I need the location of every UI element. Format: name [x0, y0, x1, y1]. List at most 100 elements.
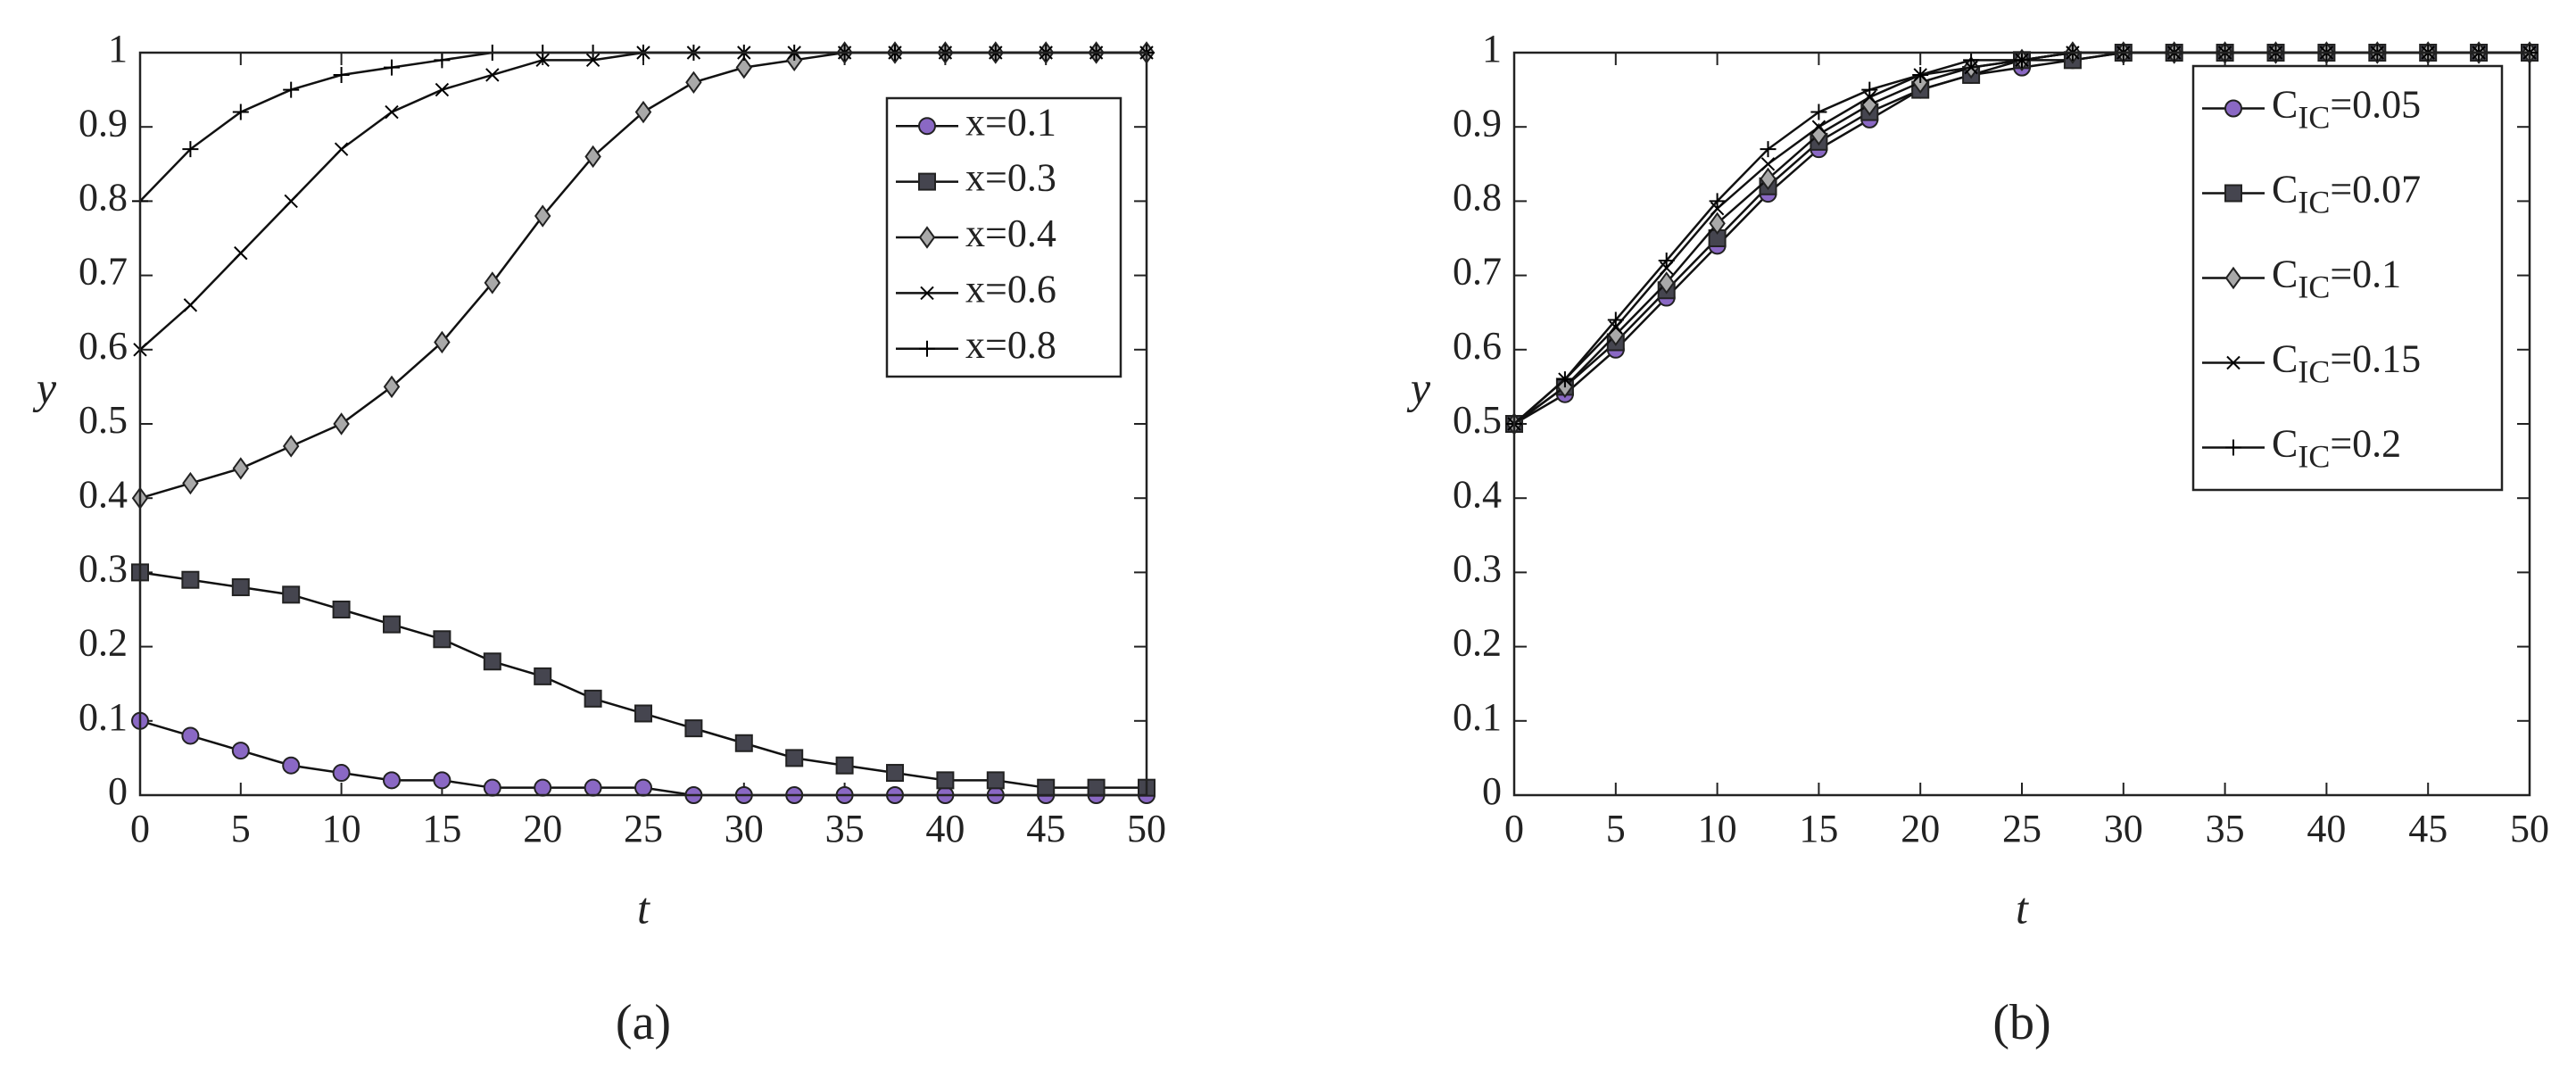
marker	[1760, 167, 1777, 191]
series-line	[139, 571, 1147, 789]
marker	[634, 704, 652, 723]
x-tick-label: 15	[422, 807, 461, 850]
marker	[433, 630, 451, 649]
legend-label: CIC=0.1	[2272, 253, 2401, 305]
x-tick-label: 45	[1026, 807, 1065, 850]
plot-frame	[138, 51, 1148, 797]
y-tick-label: 0.2	[1453, 621, 1502, 665]
legend-label: x=0.3	[965, 156, 1056, 200]
marker	[483, 652, 501, 671]
y-tick-label: 1	[108, 27, 128, 71]
y-tick-label: 1	[1482, 27, 1502, 71]
marker	[232, 457, 250, 480]
x-tick-label: 40	[925, 807, 965, 850]
x-tick-label: 20	[1901, 807, 1940, 850]
legend-label: x=0.6	[965, 267, 1056, 311]
marker	[282, 585, 301, 604]
x-axis-label: t	[637, 883, 650, 933]
marker	[1087, 778, 1106, 797]
y-tick-label: 0.5	[1453, 398, 1502, 442]
marker	[1861, 81, 1878, 98]
x-tick-label: 5	[231, 807, 251, 850]
marker	[182, 471, 199, 495]
marker	[284, 194, 298, 209]
marker	[1556, 371, 1573, 388]
legend-label: CIC=0.07	[2272, 168, 2421, 220]
marker	[182, 141, 199, 158]
marker	[584, 689, 602, 708]
marker	[835, 756, 854, 775]
marker	[1760, 141, 1777, 158]
marker	[234, 245, 248, 261]
x-tick-label: 35	[2206, 807, 2245, 850]
marker	[1963, 52, 1980, 69]
x-tick-label: 25	[2002, 807, 2042, 850]
panel: 0 5 10 15 20 25 30 35 40 45 50 0 0.1 0.2 0.3 0.4 0.5 0.6 0…	[1406, 27, 2549, 1050]
y-tick-label: 0.9	[79, 101, 128, 145]
marker	[232, 104, 249, 120]
legend-marker	[2226, 355, 2241, 370]
x-tick-label: 20	[523, 807, 562, 850]
marker	[334, 142, 349, 156]
marker	[183, 298, 198, 312]
marker	[1709, 193, 1726, 210]
y-tick-label: 0.6	[79, 324, 128, 368]
x-tick-label: 15	[1799, 807, 1838, 850]
marker	[485, 68, 500, 82]
y-tick-label: 0.9	[1453, 101, 1502, 145]
x-tick-label: 5	[1606, 807, 1626, 850]
y-tick-label: 0.4	[79, 472, 128, 516]
marker	[333, 66, 350, 83]
marker	[734, 734, 753, 752]
legend-label: CIC=0.15	[2272, 337, 2421, 390]
y-tick-label: 0.7	[79, 250, 128, 294]
legend-label: x=0.4	[965, 212, 1056, 255]
marker	[584, 145, 601, 169]
x-tick-label: 10	[322, 807, 361, 850]
y-tick-label: 0	[1482, 769, 1502, 813]
legend-marker	[2224, 99, 2242, 118]
plot-frame	[1512, 51, 2531, 797]
marker	[1607, 311, 1624, 328]
legend-marker	[2224, 184, 2242, 203]
x-tick-label: 30	[725, 807, 764, 850]
y-tick-label: 0.1	[79, 695, 128, 739]
y-tick-label: 0.3	[79, 546, 128, 590]
y-tick-label: 0.7	[1453, 250, 1502, 294]
panel: 0 5 10 15 20 25 30 35 40 45 50 0 0.1 0.2 0.3 0.4 0.5 0.6 0…	[32, 27, 1166, 1050]
marker	[1037, 778, 1056, 797]
x-tick-label: 50	[1127, 807, 1166, 850]
x-axis-label: t	[2016, 883, 2029, 933]
y-tick-label: 0.6	[1453, 324, 1502, 368]
marker	[435, 82, 450, 97]
marker	[584, 778, 602, 797]
marker	[684, 719, 703, 738]
marker	[785, 749, 804, 767]
x-tick-label: 30	[2104, 807, 2143, 850]
y-tick-label: 0.3	[1453, 546, 1502, 590]
marker	[1810, 104, 1827, 120]
marker	[231, 742, 250, 760]
marker	[634, 100, 652, 124]
x-tick-label: 25	[624, 807, 663, 850]
marker	[282, 756, 301, 775]
marker	[385, 104, 399, 120]
marker	[685, 71, 702, 94]
y-tick-label: 0.1	[1453, 695, 1502, 739]
marker	[936, 771, 955, 790]
marker	[534, 204, 551, 228]
marker	[484, 271, 501, 294]
marker	[434, 52, 451, 69]
marker	[283, 81, 300, 98]
marker	[333, 412, 350, 435]
legend-marker	[2224, 266, 2242, 290]
marker	[384, 59, 400, 76]
legend-label: x=0.8	[965, 323, 1056, 367]
marker	[886, 764, 904, 783]
marker	[735, 55, 753, 79]
y-tick-label: 0.8	[1453, 175, 1502, 219]
x-tick-label: 45	[2408, 807, 2448, 850]
marker	[383, 375, 401, 399]
marker	[1811, 120, 1826, 134]
marker	[332, 601, 351, 618]
